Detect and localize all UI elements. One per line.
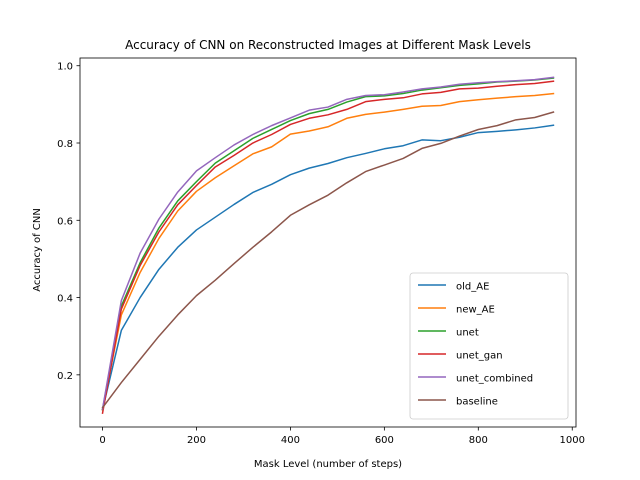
legend-label-unet: unet	[456, 328, 479, 339]
y-tick-label: 0.6	[57, 216, 73, 227]
x-tick-label: 1000	[560, 435, 585, 446]
legend-label-old-AE: old_AE	[456, 282, 489, 293]
series-line-baseline	[101, 111, 555, 409]
series-line-new-AE	[101, 92, 555, 411]
legend-label-unet-combined: unet_combined	[456, 374, 533, 385]
x-tick-label: 800	[469, 435, 488, 446]
x-tick-label: 400	[281, 435, 300, 446]
legend-label-baseline: baseline	[456, 397, 498, 408]
x-tick-label: 200	[187, 435, 206, 446]
y-tick-label: 0.4	[57, 294, 73, 305]
axes-frame	[79, 57, 577, 428]
series-line-unet-combined	[101, 76, 555, 410]
y-tick-label: 0.8	[57, 139, 73, 150]
series-line-unet	[101, 77, 555, 411]
series-line-old-AE	[101, 124, 555, 411]
series-line-unet-gan	[101, 80, 555, 414]
chart-title: Accuracy of CNN on Reconstructed Images …	[125, 38, 531, 52]
y-tick-label: 1.0	[57, 62, 73, 73]
legend-box	[409, 272, 569, 420]
legend-label-unet-gan: unet_gan	[456, 351, 503, 362]
x-axis-label: Mask Level (number of steps)	[254, 459, 402, 470]
legend-label-new-AE: new_AE	[456, 305, 495, 316]
axes: 0 200 400 600 800 1000 0.2 0.4 0.6 0.8 1.0	[57, 57, 585, 446]
y-tick-label: 0.2	[57, 371, 73, 382]
plot-area	[101, 76, 555, 414]
x-tick-label: 600	[375, 435, 394, 446]
x-tick-label: 0	[99, 435, 105, 446]
y-axis-label: Accuracy of CNN	[32, 208, 43, 292]
